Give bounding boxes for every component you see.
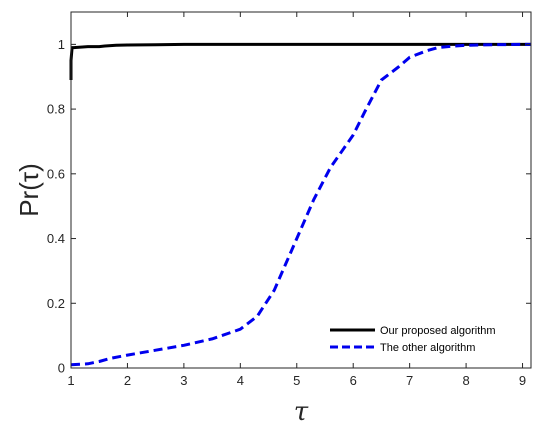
legend: Our proposed algorithm The other algorit…: [321, 315, 527, 363]
y-tick-label: 1: [58, 37, 65, 52]
y-tick-label: 0.6: [47, 166, 65, 181]
series-line-other: [70, 42, 531, 367]
legend-label-other: The other algorithm: [380, 342, 475, 354]
plot-area: [71, 12, 531, 368]
x-axis-label: τ: [294, 397, 309, 427]
y-tick-label: 0.2: [47, 296, 65, 311]
series-line-proposed: [69, 42, 531, 80]
x-tick-label: 8: [462, 373, 469, 388]
y-ticks: 0 0.2 0.4 0.6 0.8 1: [47, 37, 531, 376]
y-tick-label: 0.4: [47, 231, 65, 246]
series-layer: [69, 42, 531, 367]
x-tick-label: 9: [519, 373, 526, 388]
x-tick-label: 4: [237, 373, 244, 388]
y-tick-label: 0: [58, 361, 65, 376]
x-tick-label: 3: [180, 373, 187, 388]
x-tick-label: 6: [350, 373, 357, 388]
x-tick-label: 2: [124, 373, 131, 388]
x-tick-label: 7: [406, 373, 413, 388]
x-tick-label: 5: [293, 373, 300, 388]
x-ticks: 1 2 3 4 5 6 7 8 9: [67, 12, 526, 388]
legend-box: [321, 315, 527, 363]
plot-frame: [70, 11, 532, 369]
y-axis-label: Pr(τ): [14, 163, 44, 217]
x-tick-label: 1: [67, 373, 74, 388]
y-tick-label: 0.8: [47, 102, 65, 117]
legend-label-proposed: Our proposed algorithm: [380, 325, 496, 337]
